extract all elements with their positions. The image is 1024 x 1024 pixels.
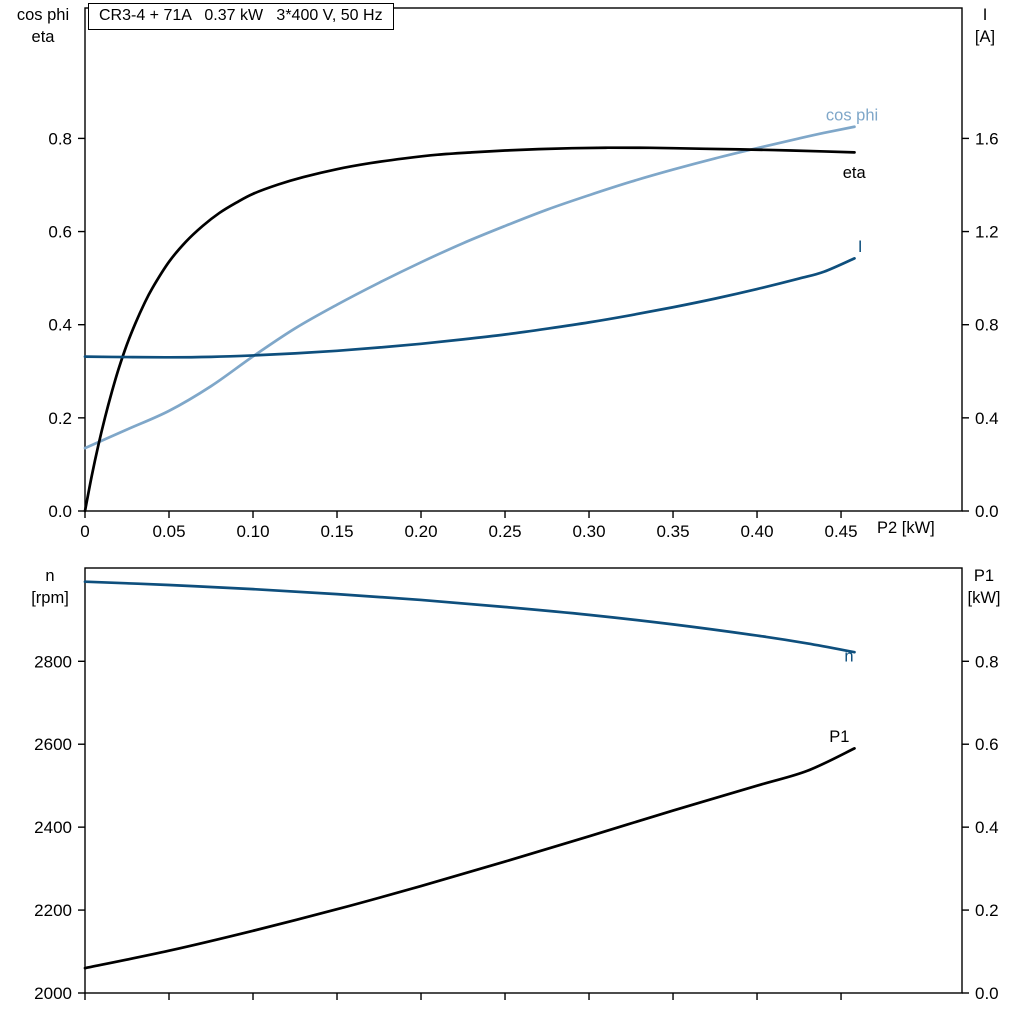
right-tick-label: 0.0 bbox=[975, 502, 999, 521]
left-axis-label-speed: n bbox=[45, 567, 55, 585]
x-tick-label: 0.35 bbox=[656, 522, 689, 541]
left-tick-label: 0.0 bbox=[48, 502, 72, 521]
curve-label-input-power: P1 bbox=[829, 728, 849, 746]
x-tick-label: 0.05 bbox=[152, 522, 185, 541]
left-axis-label-eta: eta bbox=[31, 28, 55, 46]
right-tick-label: 1.6 bbox=[975, 129, 999, 148]
left-tick-label: 0.8 bbox=[48, 129, 72, 148]
curve-label-current: I bbox=[858, 238, 863, 256]
curve-input-power bbox=[83, 747, 856, 970]
right-tick-label: 0.0 bbox=[975, 984, 999, 1003]
right-axis-label-current: I bbox=[982, 6, 988, 24]
right-tick-label: 0.4 bbox=[975, 818, 999, 837]
left-tick-label: 0.2 bbox=[48, 409, 72, 428]
right-tick-label: 0.4 bbox=[975, 409, 999, 428]
left-tick-label: 2000 bbox=[34, 984, 72, 1003]
curve-label-cos-phi: cos phi bbox=[826, 107, 878, 125]
x-tick-label: 0.25 bbox=[488, 522, 521, 541]
left-axis-label-cos-phi: cos phi bbox=[16, 6, 70, 24]
right-axis-label-p1: P1 bbox=[973, 567, 995, 585]
curve-speed bbox=[83, 580, 856, 654]
left-axis-unit-rpm: [rpm] bbox=[31, 589, 69, 607]
right-axis-unit-ampere: [A] bbox=[974, 28, 996, 46]
x-tick-label: 0 bbox=[80, 522, 89, 541]
curve-label-speed: n bbox=[844, 647, 853, 665]
plot-frame bbox=[84, 567, 963, 994]
right-tick-label: 0.8 bbox=[975, 652, 999, 671]
x-tick-label: 0.15 bbox=[320, 522, 353, 541]
top-chart-left-axis-title: cos phi eta bbox=[6, 4, 80, 48]
x-tick-label: 0.45 bbox=[824, 522, 857, 541]
curve-eta bbox=[83, 146, 856, 513]
x-tick-label: 0.10 bbox=[236, 522, 269, 541]
right-tick-label: 0.2 bbox=[975, 901, 999, 920]
right-tick-label: 0.6 bbox=[975, 735, 999, 754]
top-chart-right-axis-title: I [A] bbox=[954, 4, 1016, 48]
left-tick-label: 0.6 bbox=[48, 223, 72, 242]
x-tick-label: 0.20 bbox=[404, 522, 437, 541]
left-tick-label: 2200 bbox=[34, 901, 72, 920]
x-tick-label: 0.40 bbox=[740, 522, 773, 541]
bottom-chart-left-axis-title: n [rpm] bbox=[14, 565, 86, 609]
x-tick-label: 0.30 bbox=[572, 522, 605, 541]
bottom-chart-right-axis-title: P1 [kW] bbox=[952, 565, 1016, 609]
left-tick-label: 2400 bbox=[34, 818, 72, 837]
right-tick-label: 0.8 bbox=[975, 316, 999, 335]
x-axis-label: P2 [kW] bbox=[877, 519, 935, 537]
left-tick-label: 2800 bbox=[34, 652, 72, 671]
plot-frame bbox=[84, 7, 963, 512]
left-tick-label: 0.4 bbox=[48, 316, 72, 335]
left-tick-label: 2600 bbox=[34, 735, 72, 754]
curve-current bbox=[83, 256, 856, 359]
top-chart: 0 0.05 0.10 0.15 0.20 0.25 0.30 0.35 0.40 0.45 0.0… bbox=[48, 7, 999, 541]
right-axis-unit-kw: [kW] bbox=[967, 589, 1001, 607]
curve-cos-phi bbox=[83, 125, 856, 450]
curve-label-eta: eta bbox=[843, 164, 867, 182]
chart-title-box: CR3-4 + 71A 0.37 kW 3*400 V, 50 Hz bbox=[88, 3, 394, 30]
right-tick-label: 1.2 bbox=[975, 223, 999, 242]
bottom-chart: 2000 2200 2400 2600 2800 0.0 0.2 0.4 0.6 0.8 n P1 bbox=[34, 567, 999, 1003]
